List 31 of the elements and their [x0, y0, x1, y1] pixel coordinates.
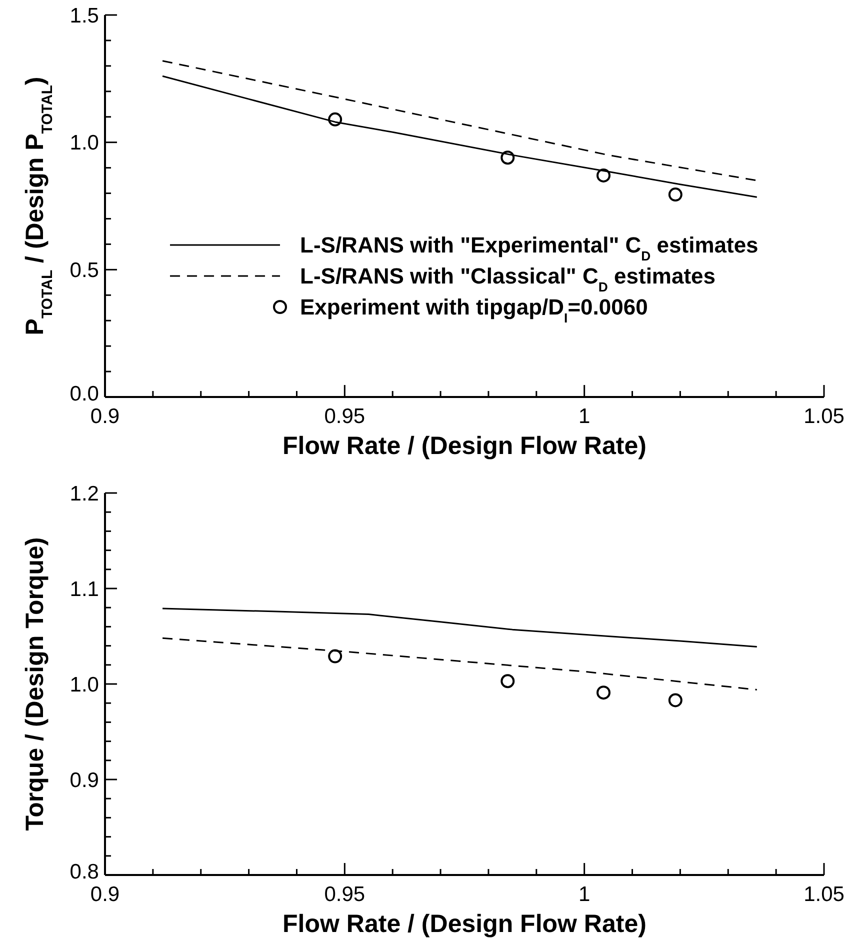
x-axis-title: Flow Rate / (Design Flow Rate) [282, 910, 646, 938]
y-axis-title: Torque / (Design Torque) [21, 537, 49, 831]
x-tick-label: 0.9 [90, 883, 120, 906]
x-tick-label: 1 [578, 405, 590, 428]
y-tick-label: 1.0 [70, 132, 99, 155]
x-tick-label: 0.9 [90, 405, 120, 428]
y-tick-label: 1.1 [70, 578, 99, 601]
y-tick-label: 1.0 [70, 673, 99, 696]
y-tick-label: 0.0 [70, 382, 99, 406]
y-tick-label: 0.8 [70, 860, 99, 884]
x-axis-title: Flow Rate / (Design Flow Rate) [282, 432, 646, 460]
line-series [162, 75, 758, 198]
x-tick-label: 1.05 [804, 405, 844, 428]
point [328, 649, 342, 664]
point [668, 693, 682, 708]
y-tick-label: 0.9 [70, 768, 99, 792]
y-tick-label: 0.5 [70, 259, 99, 282]
line-series [162, 637, 758, 690]
point [500, 674, 515, 688]
x-tick-label: 1 [578, 883, 590, 906]
legend-label: L-S/RANS with "Classical" C$_{D}$ estimates [300, 264, 716, 294]
x-tick-label: 0.95 [324, 405, 366, 428]
y-tick-label: 1.2 [70, 482, 99, 506]
line-series [162, 60, 758, 182]
line-series [162, 608, 758, 648]
legend-label: Experiment with tipgap/D$_{I}$=0.0060 [300, 294, 648, 326]
x-tick-label: 1.05 [804, 883, 844, 906]
x-tick-label: 0.95 [324, 883, 366, 906]
point [596, 686, 611, 700]
y-tick-label: 1.5 [70, 4, 99, 28]
legend-label: L-S/RANS with "Experimental" C$_{D}$ estimates [300, 232, 758, 264]
